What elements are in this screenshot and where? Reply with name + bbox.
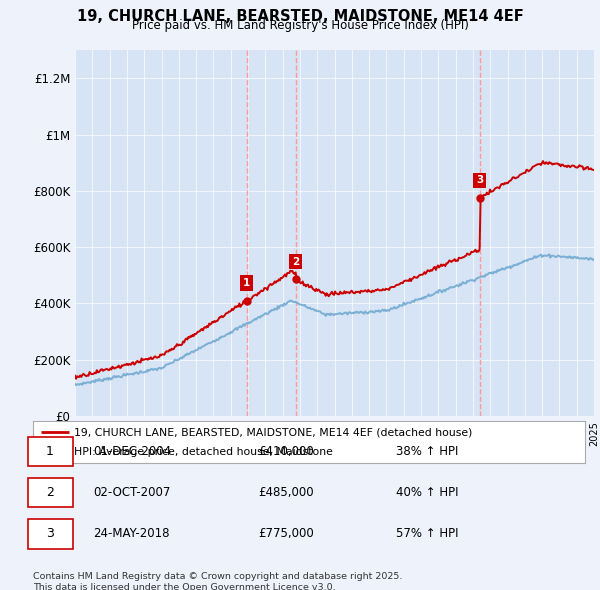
Text: £485,000: £485,000 xyxy=(258,486,314,499)
Text: 40% ↑ HPI: 40% ↑ HPI xyxy=(396,486,458,499)
Text: 57% ↑ HPI: 57% ↑ HPI xyxy=(396,527,458,540)
Text: 2: 2 xyxy=(46,486,54,499)
Text: 19, CHURCH LANE, BEARSTED, MAIDSTONE, ME14 4EF (detached house): 19, CHURCH LANE, BEARSTED, MAIDSTONE, ME… xyxy=(74,427,473,437)
Text: 2: 2 xyxy=(292,257,299,267)
Text: 3: 3 xyxy=(476,175,483,185)
Text: 24-MAY-2018: 24-MAY-2018 xyxy=(93,527,170,540)
Text: 1: 1 xyxy=(243,278,250,288)
Text: 3: 3 xyxy=(46,527,54,540)
Text: 38% ↑ HPI: 38% ↑ HPI xyxy=(396,445,458,458)
Text: £410,000: £410,000 xyxy=(258,445,314,458)
Text: Contains HM Land Registry data © Crown copyright and database right 2025.
This d: Contains HM Land Registry data © Crown c… xyxy=(33,572,403,590)
Text: 1: 1 xyxy=(46,445,54,458)
Text: HPI: Average price, detached house, Maidstone: HPI: Average price, detached house, Maid… xyxy=(74,447,333,457)
Text: 02-OCT-2007: 02-OCT-2007 xyxy=(93,486,170,499)
Text: £775,000: £775,000 xyxy=(258,527,314,540)
Text: Price paid vs. HM Land Registry's House Price Index (HPI): Price paid vs. HM Land Registry's House … xyxy=(131,19,469,32)
Text: 19, CHURCH LANE, BEARSTED, MAIDSTONE, ME14 4EF: 19, CHURCH LANE, BEARSTED, MAIDSTONE, ME… xyxy=(77,9,523,24)
Text: 01-DEC-2004: 01-DEC-2004 xyxy=(93,445,171,458)
